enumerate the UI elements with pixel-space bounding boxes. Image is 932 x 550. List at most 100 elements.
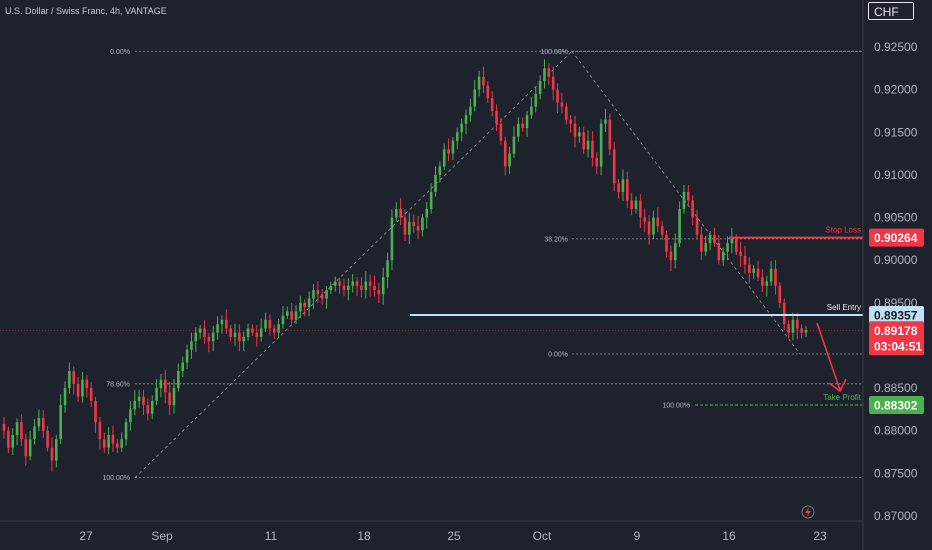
candle-body — [150, 400, 154, 414]
candle-body — [303, 302, 307, 308]
candle-body — [721, 251, 725, 261]
candle-body — [233, 332, 237, 337]
candle-body — [312, 290, 315, 299]
candle-body — [556, 89, 559, 103]
candle-body — [787, 324, 790, 333]
candle-body — [512, 136, 516, 154]
lightning-icon[interactable] — [801, 505, 815, 519]
candle-body — [547, 68, 551, 77]
candle-body — [224, 319, 228, 329]
candle-body — [307, 298, 311, 308]
candle-body — [761, 277, 764, 286]
fib-down-trendline — [571, 51, 801, 355]
candle-body — [508, 153, 511, 167]
currency-button[interactable]: CHF — [868, 2, 914, 20]
y-tick-label: 0.88000 — [874, 424, 918, 438]
candle-body — [81, 379, 84, 397]
y-tick-label: 0.92000 — [874, 83, 918, 97]
candle-body — [630, 200, 633, 210]
candle-body — [739, 251, 742, 256]
candle-body — [229, 328, 232, 337]
candle-body — [451, 140, 455, 154]
candle-body — [155, 388, 158, 401]
candle-body — [791, 319, 795, 333]
x-tick-label: 25 — [447, 529, 461, 543]
fib-down-level-label: 38.20% — [544, 236, 568, 243]
candle-body — [691, 200, 694, 218]
candle-body — [700, 234, 703, 252]
candle-body — [525, 115, 529, 129]
candle-body — [434, 174, 437, 192]
candle-body — [748, 264, 751, 273]
candle-body — [438, 166, 442, 175]
candle-body — [499, 123, 503, 141]
candle-body — [804, 330, 808, 333]
take-profit-fib-label: 100.00% — [662, 402, 690, 409]
candle-body — [625, 179, 629, 201]
sell-entry-label: Sell Entry — [827, 303, 861, 312]
candle-body — [316, 290, 320, 295]
take-profit-price-tag-text: 0.88302 — [874, 398, 918, 412]
candle-body — [612, 149, 616, 184]
candle-body — [429, 191, 433, 210]
y-tick-label: 0.92500 — [874, 40, 918, 54]
candle-body — [582, 132, 586, 150]
candle-body — [281, 315, 285, 325]
candle-body — [473, 89, 477, 107]
candle-body — [564, 106, 568, 120]
time-axis[interactable]: 27 Sep 11 18 25 Oct 9 16 23 — [0, 520, 863, 543]
candle-body — [133, 400, 137, 410]
candle-body — [351, 281, 354, 286]
candle-body — [591, 140, 594, 158]
stop-loss-price-tag-text: 0.90264 — [874, 231, 918, 245]
candle-body — [364, 281, 368, 291]
candle-body — [765, 281, 769, 286]
candle-body — [373, 285, 376, 291]
candle-body — [20, 422, 23, 440]
candle-body — [669, 251, 673, 261]
candle-body — [421, 217, 424, 231]
candle-body — [28, 439, 32, 457]
candle-body — [116, 443, 119, 448]
candle-body — [386, 260, 389, 278]
candle-body — [255, 332, 259, 337]
candle-body — [621, 179, 625, 192]
candle-body — [286, 311, 289, 316]
candle-body — [647, 221, 651, 235]
y-tick-label: 0.87500 — [874, 466, 918, 480]
y-tick-label: 0.90000 — [874, 253, 918, 267]
candle-body — [469, 106, 472, 116]
candle-body — [168, 392, 171, 406]
candle-body — [604, 119, 607, 124]
candle-body — [652, 217, 655, 235]
candle-body — [708, 234, 712, 244]
x-tick-label: 23 — [813, 529, 827, 543]
candle-body — [517, 123, 520, 137]
candle-body — [2, 423, 6, 431]
candle-body — [242, 336, 246, 342]
candle-body — [33, 426, 36, 440]
candle-body — [338, 281, 341, 286]
candle-body — [490, 98, 494, 111]
candle-body — [146, 405, 150, 414]
candle-body — [129, 409, 132, 423]
candle-body — [277, 324, 280, 333]
candle-body — [599, 123, 603, 167]
current-price-tag-bg — [869, 321, 924, 356]
candle-body — [695, 217, 699, 235]
candle-body — [163, 379, 167, 393]
sell-entry-price-tag-bg — [869, 306, 924, 325]
x-tick-label: 9 — [634, 529, 641, 543]
candle-body — [368, 281, 372, 286]
candle-body — [639, 200, 642, 218]
candle-body — [111, 434, 115, 444]
price-axis[interactable]: 0.92500 0.92000 0.91500 0.91000 0.90500 0.900… — [862, 0, 918, 550]
y-tick-label: 0.90500 — [874, 211, 918, 225]
candle-body — [543, 68, 546, 82]
candle-body — [7, 430, 10, 448]
stop-loss-label: Stop Loss — [825, 226, 861, 235]
candle-body — [94, 400, 97, 423]
candle-body — [743, 255, 747, 265]
